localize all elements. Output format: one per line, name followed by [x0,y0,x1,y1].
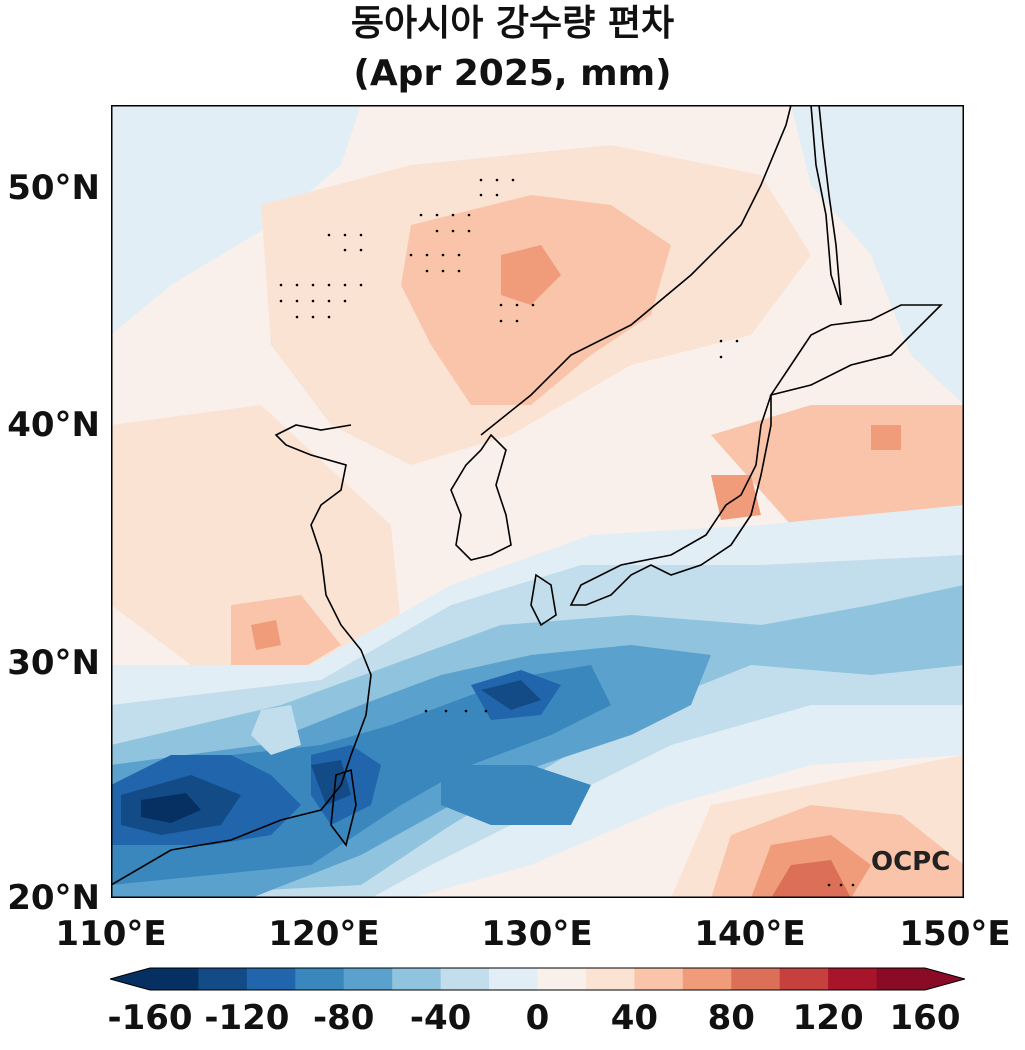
anomaly-zone [871,425,901,450]
colorbar-extend-low [110,968,150,990]
map-subtitle: (Apr 2025, mm) [353,53,672,94]
map-frame [111,105,964,898]
coastline-korea [450,433,512,561]
colorbar-tick-label: -160 [107,998,193,1038]
anomaly-zone [311,760,351,805]
colorbar-segment [150,968,199,990]
lat-label: 30°N [7,643,100,683]
colorbar-tick-label: 0 [525,998,550,1038]
colorbar-segment [876,968,926,990]
coastline-kyushu [530,573,557,627]
colorbar-segment [634,968,684,990]
colorbar-segment [779,968,829,990]
colorbar-segment [440,968,490,990]
colorbar [110,967,965,991]
colorbar-segment [246,968,296,990]
anomaly-zone [111,105,361,335]
map-title: 동아시아 강수량 편차 [350,3,675,44]
lon-label: 130°E [481,914,593,954]
anomaly-zone [141,793,201,823]
colorbar-segment [489,968,538,990]
anomaly-zone [111,405,401,675]
coastline-taiwan [330,768,357,847]
colorbar-segment [392,968,442,990]
coastline-honshu [569,394,772,606]
precipitation-anomaly-map: OCPC [111,105,964,898]
colorbar-segment [343,968,393,990]
lon-label: 120°E [268,914,380,954]
anomaly-zone [251,620,281,650]
lon-label: 150°E [899,914,1011,954]
colorbar-tick-label: 40 [610,998,659,1038]
colorbar-extend-high [925,968,965,990]
coastline-russia-east [480,105,792,436]
colorbar-segment [731,968,781,990]
colorbar-outline [110,967,965,991]
anomaly-zone [501,245,561,305]
coastline-china [111,424,372,886]
anomaly-zone [231,595,341,675]
colorbar-tick-label: -80 [313,998,375,1038]
lat-label: 20°N [7,878,100,918]
colorbar-segment [585,968,635,990]
lon-label: 110°E [55,914,167,954]
colorbar-segment [295,968,345,990]
colorbar-tick-label: -40 [409,998,472,1038]
ocpc-watermark: OCPC [871,847,950,877]
lat-label: 50°N [7,168,100,208]
anomaly-zone [771,860,851,898]
anomaly-zone [791,105,964,405]
lon-label: 140°E [694,914,806,954]
coastline-hokkaido [769,304,943,397]
coastline-sakhalin [810,105,842,306]
colorbar-segment [828,968,878,990]
colorbar-tick-label: 80 [707,998,755,1038]
anomaly-zone [441,765,591,825]
colorbar-segment [682,968,732,990]
significance-stippling [279,178,855,887]
colorbar-segment [537,968,587,990]
lat-label: 40°N [7,405,100,445]
anomaly-zone [481,680,541,710]
coastlines [111,105,943,886]
colorbar-tick-label: 160 [889,998,961,1038]
colorbar-tick-label: 120 [792,998,864,1038]
colorbar-tick-label: -120 [204,998,290,1038]
anomaly-zone [251,705,301,755]
colorbar-segment [198,968,248,990]
